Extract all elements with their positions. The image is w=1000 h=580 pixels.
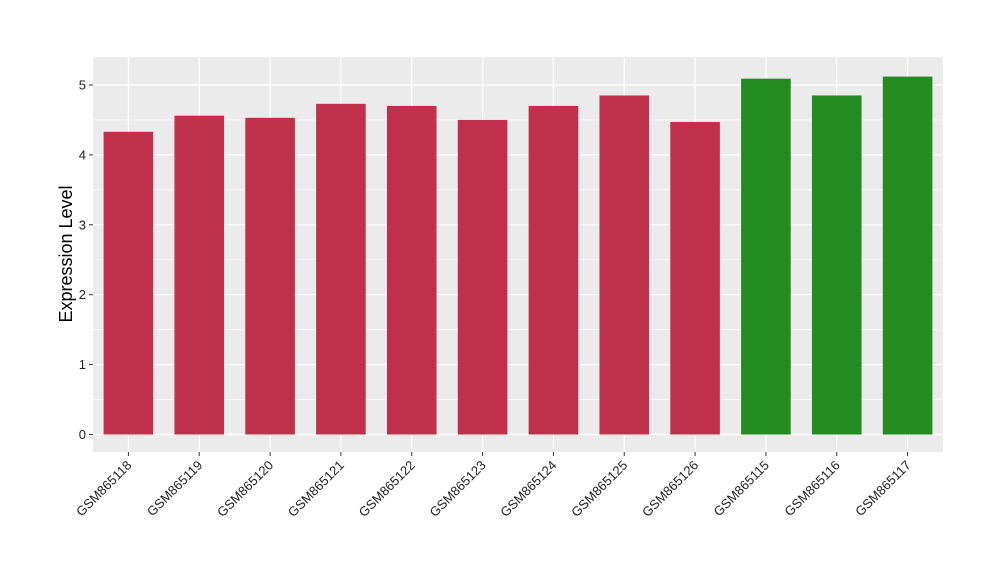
y-tick-label: 2 [79,287,86,302]
x-tick-label: GSM865119 [144,458,206,520]
y-tick-label: 5 [79,77,86,92]
plot-panel [93,57,943,452]
bar-GSM865115 [741,78,791,435]
y-tick-label: 0 [79,427,86,442]
bar-GSM865124 [528,105,579,435]
x-tick-label: GSM865117 [852,458,914,520]
y-tick-label: 3 [79,217,86,232]
x-axis: GSM865118 GSM865119 GSM865120 GSM865121 GSM8… [73,452,914,520]
x-tick-label: GSM865118 [73,458,135,520]
x-tick-label: GSM865125 [568,458,630,520]
y-axis-title: Expression Level [56,185,76,322]
bar-GSM865119 [174,115,225,435]
bar-GSM865123 [457,119,508,435]
x-tick-label: GSM865121 [285,458,347,520]
bar-GSM865120 [245,117,295,435]
y-tick-label: 1 [79,357,86,372]
bar-GSM865116 [811,95,862,435]
x-tick-label: GSM865115 [710,458,772,520]
x-tick-label: GSM865122 [356,458,418,520]
x-tick-label: GSM865116 [781,458,843,520]
bar-GSM865121 [316,103,366,435]
bar-GSM865118 [103,131,154,435]
x-tick-label: GSM865126 [639,458,701,520]
bar-GSM865122 [386,105,437,435]
bar-GSM865126 [670,122,720,435]
x-tick-label: GSM865123 [426,458,488,520]
x-tick-label: GSM865120 [214,458,276,520]
x-tick-label: GSM865124 [497,458,559,520]
bar-GSM865117 [882,76,933,435]
bars [103,76,933,435]
y-axis: 0 1 2 3 4 5 [79,77,93,442]
bar-GSM865125 [599,95,650,435]
y-tick-label: 4 [79,147,86,162]
